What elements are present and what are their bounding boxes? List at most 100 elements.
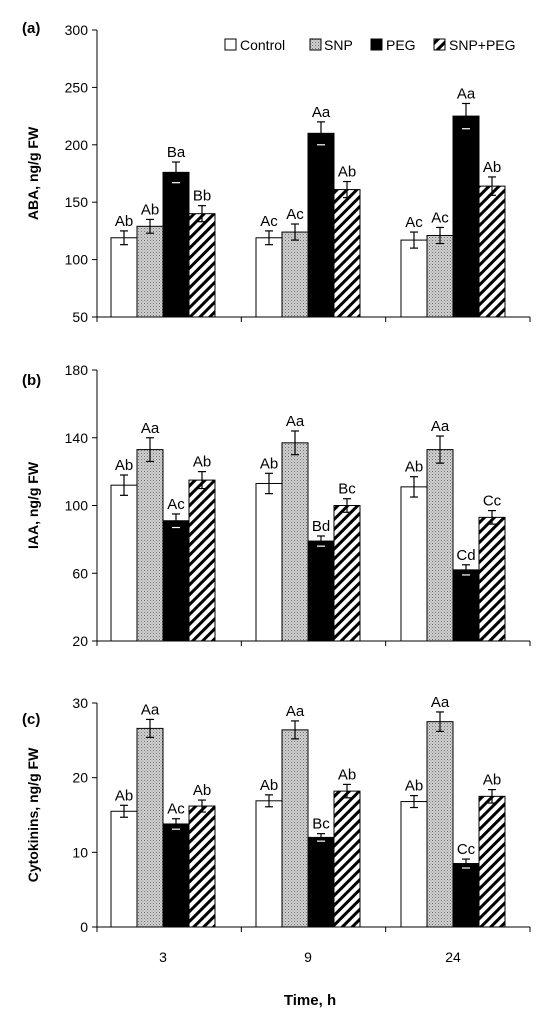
data-label: Cc bbox=[483, 493, 502, 510]
bar-peg bbox=[162, 823, 190, 928]
bar-control bbox=[400, 801, 428, 928]
y-axis-title: ABA, ng/g FW bbox=[25, 126, 41, 220]
bar-control bbox=[110, 484, 138, 642]
panel-label: (c) bbox=[22, 711, 40, 728]
data-label: Ab bbox=[338, 766, 356, 783]
bar-peg bbox=[307, 540, 335, 642]
bar-peg bbox=[162, 520, 190, 642]
bar-control bbox=[255, 237, 283, 318]
bar-snp-peg bbox=[333, 505, 361, 642]
panel-iaa: (b) IAA, ng/g FW 20 60 100 140 180 Ab Ab Ab Aa Aa Aa… bbox=[22, 362, 531, 649]
bar-snp bbox=[426, 449, 454, 642]
legend-label-peg: PEG bbox=[386, 37, 416, 53]
bar-control bbox=[400, 486, 428, 642]
data-label: Ab bbox=[193, 454, 211, 471]
x-tick-label: 24 bbox=[445, 949, 461, 965]
panel-cytokinins: (c) Cytokinins, ng/g FW 0 10 20 30 3 9 24 Ab Ab Ab A… bbox=[22, 694, 531, 965]
bar-peg bbox=[452, 115, 480, 318]
y-tick-label: 20 bbox=[72, 633, 88, 649]
y-tick-label: 20 bbox=[72, 770, 88, 786]
data-label: Ab bbox=[115, 457, 133, 474]
bar-snp bbox=[426, 234, 454, 318]
bar-control bbox=[255, 800, 283, 928]
legend-label-snp-peg: SNP+PEG bbox=[449, 37, 516, 53]
bar-snp bbox=[281, 231, 309, 318]
y-tick-label: 30 bbox=[72, 695, 88, 711]
bar-snp-peg bbox=[333, 189, 361, 318]
data-label: Aa bbox=[141, 420, 160, 437]
data-label: Bb bbox=[193, 188, 211, 205]
bar-peg bbox=[162, 171, 190, 318]
bar-snp-peg bbox=[478, 185, 506, 318]
bar-snp bbox=[136, 727, 164, 928]
legend-label-control: Control bbox=[240, 37, 285, 53]
bar-snp bbox=[136, 449, 164, 642]
panel-aba: (a) ABA, ng/g FW 50 100 150 200 250 300 Ab Ac Ac Ab… bbox=[22, 20, 531, 325]
bar-snp-peg bbox=[188, 479, 216, 642]
data-label: Bd bbox=[312, 518, 330, 535]
bar-peg bbox=[452, 863, 480, 928]
y-tick-label: 140 bbox=[65, 430, 89, 446]
y-tick-label: 100 bbox=[65, 498, 89, 514]
legend-swatch-snp bbox=[309, 38, 322, 51]
data-label: Ab bbox=[405, 459, 423, 476]
panel-label: (b) bbox=[22, 372, 41, 389]
data-label: Ab bbox=[338, 164, 356, 181]
data-label: Ab bbox=[141, 201, 159, 218]
data-label: Ac bbox=[405, 214, 423, 231]
bar-snp bbox=[281, 729, 309, 928]
bar-peg bbox=[452, 569, 480, 642]
bar-control bbox=[110, 810, 138, 928]
legend: Control SNP PEG SNP+PEG bbox=[224, 37, 516, 53]
bar-snp-peg bbox=[478, 516, 506, 642]
data-label: Ac bbox=[431, 209, 449, 226]
bar-control bbox=[400, 239, 428, 318]
data-label: Ba bbox=[167, 144, 186, 161]
data-label: Aa bbox=[312, 104, 331, 121]
y-tick-label: 60 bbox=[72, 565, 88, 581]
x-tick-label: 3 bbox=[159, 949, 167, 965]
bar-snp bbox=[281, 442, 309, 642]
bar-snp-peg bbox=[478, 795, 506, 928]
y-tick-label: 250 bbox=[65, 79, 89, 95]
data-label: Bc bbox=[338, 481, 356, 498]
data-label: Aa bbox=[141, 701, 160, 718]
bar-snp-peg bbox=[333, 790, 361, 928]
bar-snp bbox=[426, 721, 454, 928]
data-label: Ab bbox=[115, 787, 133, 804]
y-tick-label: 10 bbox=[72, 844, 88, 860]
data-label: Ab bbox=[260, 777, 278, 794]
legend-swatch-snp-peg bbox=[433, 38, 446, 51]
bar-control bbox=[110, 237, 138, 318]
bar-snp-peg bbox=[188, 213, 216, 318]
data-label: Aa bbox=[431, 694, 450, 711]
data-label: Aa bbox=[286, 413, 305, 430]
data-label: Cc bbox=[457, 841, 476, 858]
y-tick-label: 100 bbox=[65, 252, 89, 268]
data-label: Cd bbox=[456, 547, 475, 564]
y-tick-label: 300 bbox=[65, 22, 89, 38]
data-label: Aa bbox=[457, 85, 476, 102]
x-tick-label: 9 bbox=[304, 949, 312, 965]
data-label: Ac bbox=[286, 206, 304, 223]
y-tick-label: 180 bbox=[65, 362, 89, 378]
y-tick-label: 200 bbox=[65, 137, 89, 153]
x-axis-title: Time, h bbox=[284, 992, 336, 1009]
panel-label: (a) bbox=[22, 20, 40, 37]
data-label: Aa bbox=[286, 703, 305, 720]
bar-control bbox=[255, 482, 283, 642]
bar-snp bbox=[136, 225, 164, 318]
legend-label-snp: SNP bbox=[324, 37, 353, 53]
legend-swatch-peg bbox=[370, 38, 383, 51]
data-label: Ab bbox=[193, 782, 211, 799]
data-label: Ac bbox=[167, 801, 185, 818]
data-label: Ab bbox=[115, 213, 133, 230]
bar-snp-peg bbox=[188, 805, 216, 928]
data-label: Aa bbox=[431, 418, 450, 435]
data-label: Ab bbox=[405, 778, 423, 795]
y-tick-label: 150 bbox=[65, 194, 89, 210]
data-label: Ab bbox=[260, 455, 278, 472]
bar-peg bbox=[307, 132, 335, 318]
y-axis-title: IAA, ng/g FW bbox=[25, 461, 41, 549]
